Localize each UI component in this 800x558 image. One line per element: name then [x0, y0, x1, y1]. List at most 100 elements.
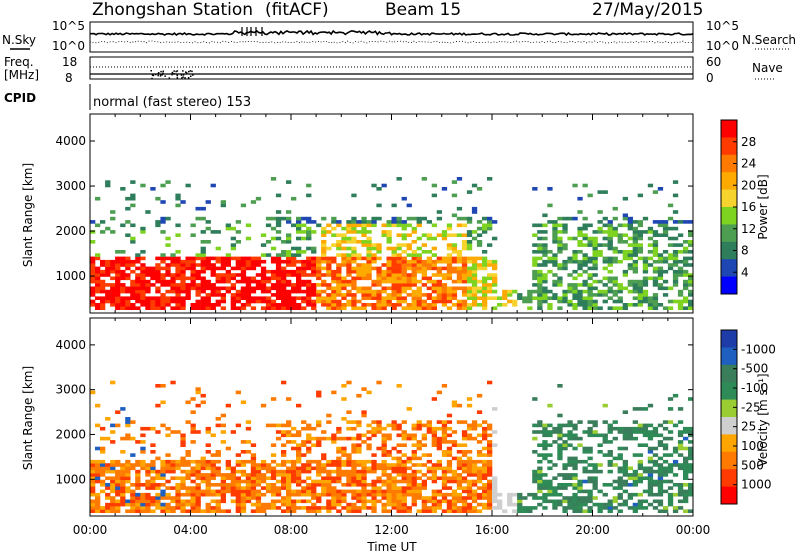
power-cell: [492, 266, 498, 271]
velocity-cell: [492, 506, 498, 510]
power-cell: [471, 269, 478, 274]
velocity-cell: [356, 450, 362, 454]
power-cell: [577, 283, 583, 287]
velocity-cell: [230, 489, 236, 494]
velocity-cell: [296, 466, 302, 471]
velocity-cell: [341, 496, 347, 500]
velocity-cell: [642, 430, 649, 434]
power-cell: [341, 253, 347, 257]
velocity-cell: [190, 492, 196, 497]
power-cell: [411, 303, 417, 307]
velocity-cell: [190, 502, 196, 507]
power-cell: [627, 279, 633, 284]
power-cell: [456, 303, 463, 307]
velocity-cell: [657, 443, 664, 447]
power-cell: [326, 306, 332, 310]
velocity-cell: [461, 469, 468, 474]
velocity-cell: [492, 430, 498, 434]
power-cell: [170, 289, 176, 294]
power-cell: [331, 293, 337, 297]
velocity-cell: [557, 486, 563, 490]
power-cell: [336, 286, 342, 291]
power-cell: [396, 303, 402, 307]
velocity-cell: [446, 469, 453, 474]
power-cell: [235, 259, 241, 264]
noise-tick-bottom-left: 10^0: [52, 39, 85, 53]
velocity-cell: [552, 430, 558, 434]
power-cell: [557, 283, 563, 287]
velocity-cell: [381, 436, 387, 441]
velocity-cell: [381, 440, 387, 444]
power-cell: [642, 293, 649, 297]
power-cell: [130, 203, 136, 208]
velocity-cell: [542, 440, 548, 444]
power-cell: [582, 183, 588, 188]
power-cell: [235, 279, 241, 284]
velocity-cell: [341, 384, 347, 388]
power-cb-tick-label-5: 24: [741, 157, 756, 171]
power-cell: [90, 269, 96, 274]
power-cell: [130, 259, 136, 264]
velocity-cell: [225, 459, 231, 464]
power-cell: [456, 276, 463, 281]
power-cell: [356, 289, 362, 294]
power-cell: [411, 293, 417, 297]
velocity-cell: [471, 459, 478, 464]
power-cell: [346, 259, 352, 264]
velocity-cell: [105, 476, 111, 480]
velocity-cell: [456, 492, 463, 497]
velocity-cell: [416, 469, 422, 474]
power-cell: [220, 263, 226, 267]
power-cell: [316, 273, 322, 277]
power-cell: [225, 279, 231, 284]
power-cell: [652, 269, 659, 274]
power-cell: [461, 259, 468, 264]
velocity-cell: [416, 463, 422, 467]
power-cell: [582, 306, 588, 310]
velocity-cell: [220, 479, 226, 484]
power-cell: [492, 273, 498, 277]
power-cell: [577, 233, 583, 237]
power-cell: [215, 276, 221, 281]
nsearch-label: N.Search: [742, 33, 796, 47]
velocity-cell: [597, 506, 603, 510]
power-cell: [331, 286, 337, 291]
velocity-cell: [446, 509, 453, 513]
power-cell: [451, 246, 458, 251]
velocity-cell: [456, 496, 463, 500]
velocity-cell: [672, 509, 679, 513]
velocity-cell: [441, 476, 448, 480]
velocity-cell: [587, 492, 593, 497]
power-cell: [240, 289, 247, 294]
power-cell: [125, 220, 131, 224]
velocity-cell: [301, 463, 307, 467]
velocity-cell: [110, 479, 116, 484]
power-cell: [537, 223, 543, 228]
velocity-cell: [667, 430, 674, 434]
velocity-cell: [115, 489, 121, 494]
power-cell: [306, 279, 312, 284]
power-cell: [270, 283, 277, 287]
power-cell: [306, 193, 312, 198]
velocity-cell: [115, 502, 121, 507]
power-cell: [381, 306, 387, 310]
power-cb-tick-label-1: 8: [741, 244, 749, 258]
power-cell: [155, 223, 161, 228]
velocity-cell: [205, 489, 211, 494]
velocity-cell: [446, 446, 453, 451]
power-cell: [195, 293, 201, 297]
power-cell: [411, 230, 417, 234]
power-cell: [632, 286, 638, 291]
power-cell: [476, 263, 483, 267]
velocity-cell: [421, 443, 427, 447]
power-cell: [652, 253, 659, 257]
power-cell: [210, 289, 216, 294]
velocity-cell: [165, 463, 171, 467]
power-cell: [381, 230, 387, 234]
velocity-cell: [301, 426, 307, 431]
velocity-cell: [245, 499, 252, 504]
power-cell: [456, 223, 463, 228]
velocity-cell: [406, 436, 412, 441]
power-cell: [326, 283, 332, 287]
velocity-cell: [170, 459, 176, 464]
